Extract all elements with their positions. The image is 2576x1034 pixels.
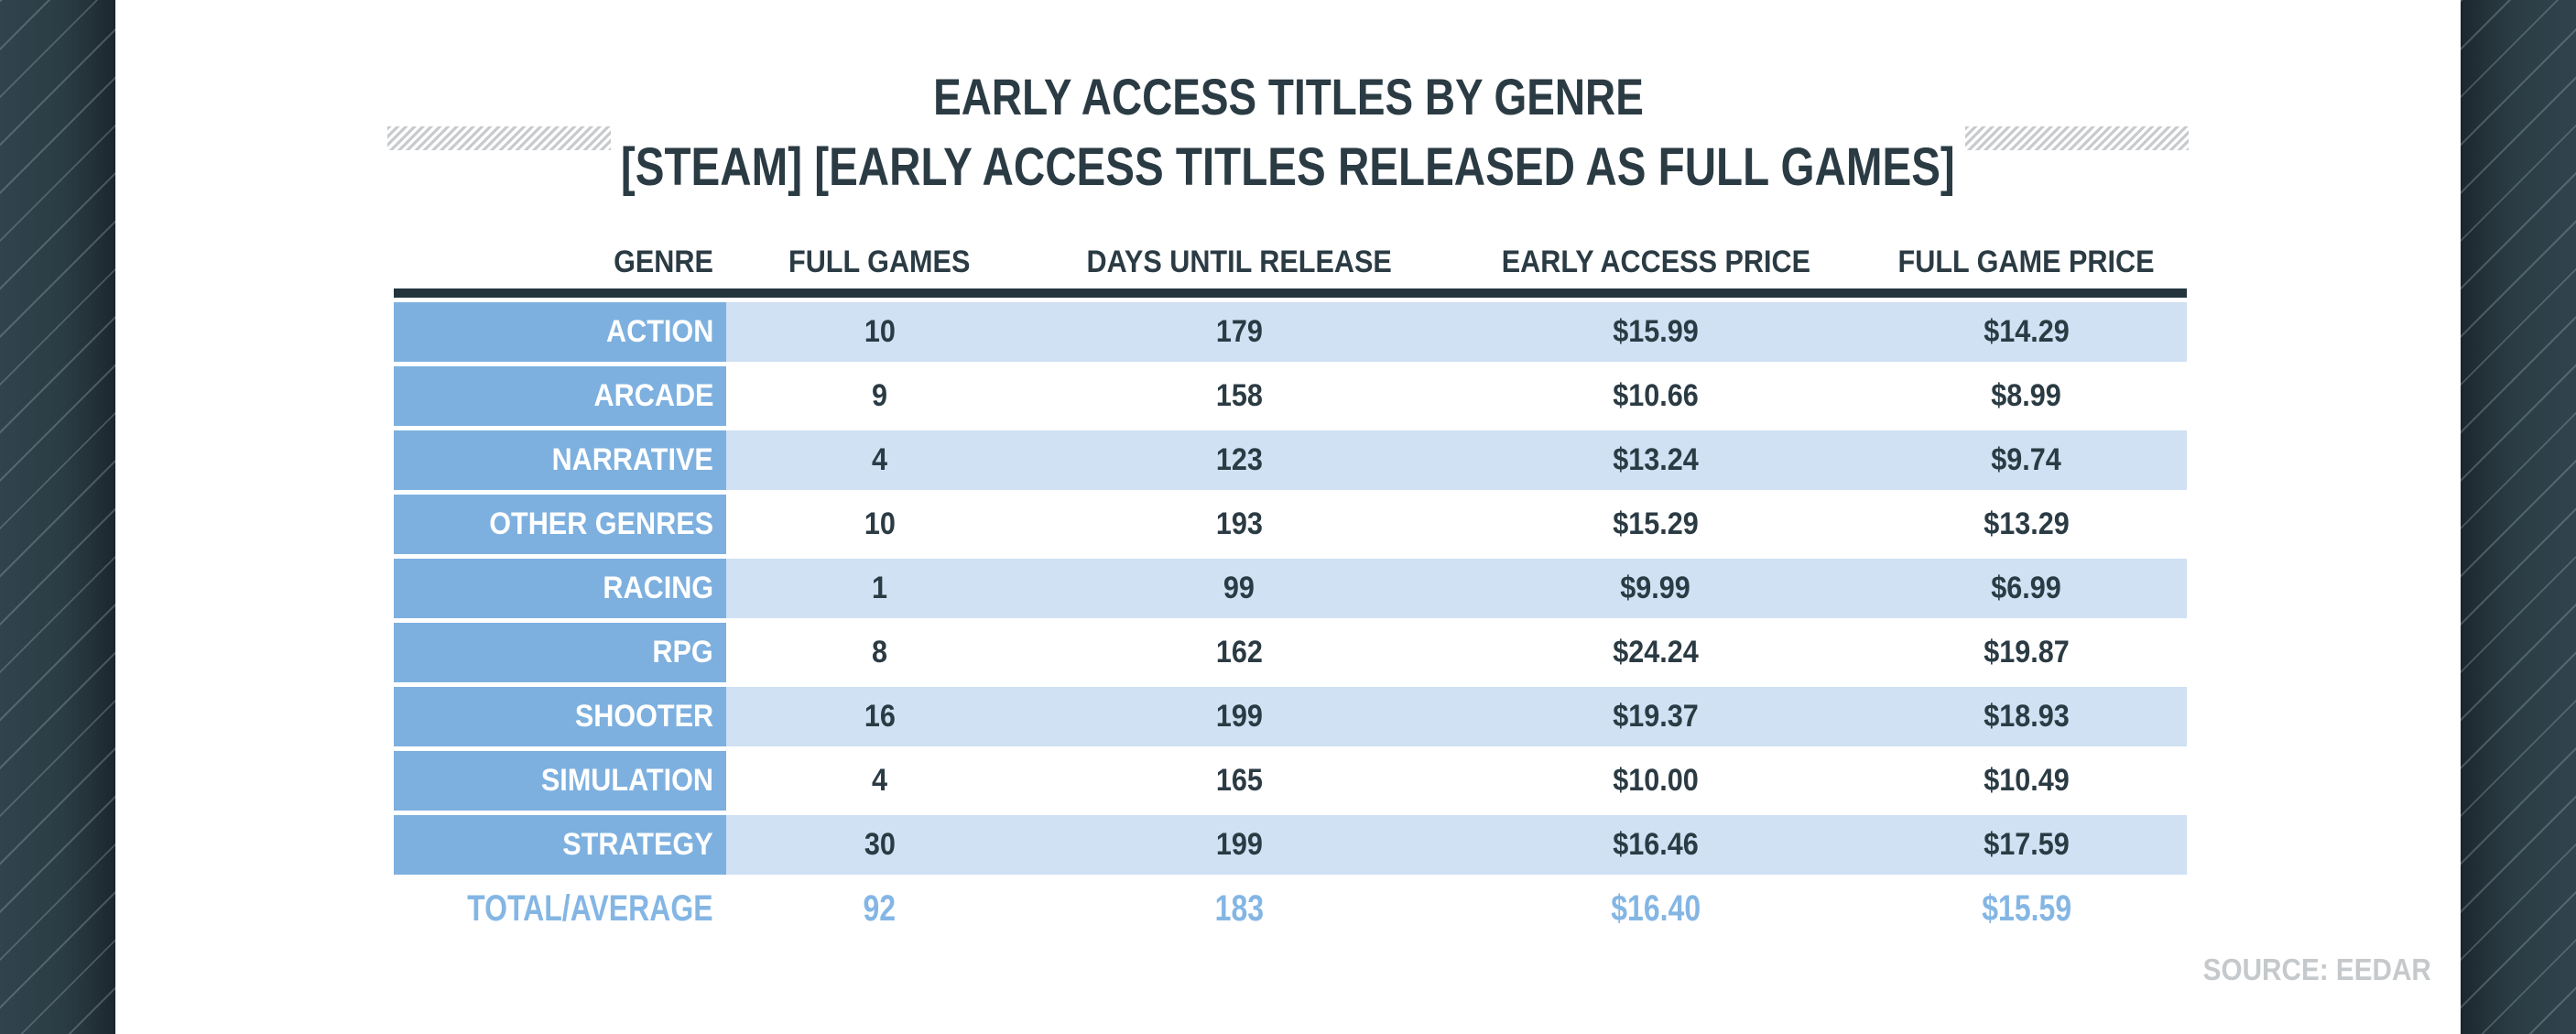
table-header-row: GENRE FULL GAMES DAYS UNTIL RELEASE EARL…: [394, 236, 2187, 288]
table-row-total-average: TOTAL/AVERAGE 92 183 $16.40 $15.59: [394, 879, 2187, 939]
page-subtitle: [STEAM] [EARLY ACCESS TITLES RELEASED AS…: [115, 141, 2461, 194]
days-until-release-cell: 165: [1215, 763, 1263, 798]
left-hatch-ribbon: [387, 126, 611, 150]
source-attribution: SOURCE: EEDAR: [2178, 954, 2431, 985]
total-early-access-price-cell: $16.40: [1611, 888, 1701, 929]
early-access-price-cell: $10.00: [1613, 763, 1699, 798]
full-games-cell: 16: [864, 699, 896, 734]
right-hatch-ribbon: [1965, 126, 2189, 150]
early-access-price-cell: $13.24: [1613, 442, 1699, 477]
source-attribution-text: SOURCE: EEDAR: [2202, 952, 2431, 986]
table-row-simulation: SIMULATION 4 165 $10.00 $10.49: [394, 751, 2187, 811]
genre-cell: ARCADE: [394, 366, 726, 426]
days-until-release-cell: 162: [1215, 635, 1263, 669]
days-until-release-cell: 199: [1215, 827, 1263, 862]
left-hatched-border: [0, 0, 115, 1034]
genre-cell: NARRATIVE: [394, 430, 726, 490]
genre-cell: RACING: [394, 559, 726, 618]
table-row-action: ACTION 10 179 $15.99 $14.29: [394, 302, 2187, 362]
days-until-release-cell: 193: [1215, 506, 1263, 541]
genre-cell: STRATEGY: [394, 815, 726, 875]
genre-cell: SHOOTER: [394, 687, 726, 746]
full-games-cell: 8: [871, 635, 888, 669]
header-divider-rule: [394, 288, 2187, 298]
table-row-rpg: RPG 8 162 $24.24 $19.87: [394, 623, 2187, 682]
days-until-release-cell: 158: [1215, 378, 1263, 413]
genre-cell: RPG: [394, 623, 726, 682]
full-game-price-cell: $10.49: [1984, 763, 2070, 798]
full-game-price-cell: $19.87: [1984, 635, 2070, 669]
days-until-release-cell: 123: [1215, 442, 1263, 477]
genre-cell: OTHER GENRES: [394, 495, 726, 554]
column-header-full-game-price: FULL GAME PRICE: [1898, 245, 2155, 279]
page-title: EARLY ACCESS TITLES BY GENRE: [115, 71, 2461, 123]
total-full-game-price-cell: $15.59: [1982, 888, 2071, 929]
early-access-price-cell: $19.37: [1613, 699, 1699, 734]
full-games-cell: 4: [871, 442, 888, 477]
full-games-cell: 30: [864, 827, 896, 862]
early-access-price-cell: $15.29: [1613, 506, 1699, 541]
column-header-early-access-price: EARLY ACCESS PRICE: [1501, 245, 1810, 279]
full-game-price-cell: $8.99: [1991, 378, 2062, 413]
table-row-shooter: SHOOTER 16 199 $19.37 $18.93: [394, 687, 2187, 746]
right-hatched-border: [2461, 0, 2576, 1034]
full-game-price-cell: $17.59: [1984, 827, 2070, 862]
days-until-release-cell: 199: [1215, 699, 1263, 734]
page-subtitle-text: [STEAM] [EARLY ACCESS TITLES RELEASED AS…: [621, 137, 1955, 197]
full-game-price-cell: $18.93: [1984, 699, 2070, 734]
genre-cell: SIMULATION: [394, 751, 726, 811]
full-game-price-cell: $13.29: [1984, 506, 2070, 541]
page-title-text: EARLY ACCESS TITLES BY GENRE: [932, 68, 1644, 125]
column-header-genre: GENRE: [614, 245, 713, 279]
total-days-until-release-cell: 183: [1214, 888, 1264, 929]
table-row-racing: RACING 1 99 $9.99 $6.99: [394, 559, 2187, 618]
full-game-price-cell: $6.99: [1991, 571, 2062, 605]
table-row-narrative: NARRATIVE 4 123 $13.24 $9.74: [394, 430, 2187, 490]
full-games-cell: 10: [864, 314, 896, 349]
column-header-full-games: FULL GAMES: [788, 245, 971, 279]
full-games-cell: 1: [871, 571, 888, 605]
table-row-other-genres: OTHER GENRES 10 193 $15.29 $13.29: [394, 495, 2187, 554]
genre-cell: ACTION: [394, 302, 726, 362]
full-game-price-cell: $9.74: [1991, 442, 2062, 477]
genre-data-table: GENRE FULL GAMES DAYS UNTIL RELEASE EARL…: [394, 236, 2187, 939]
early-access-price-cell: $9.99: [1620, 571, 1691, 605]
early-access-price-cell: $15.99: [1613, 314, 1699, 349]
early-access-price-cell: $24.24: [1613, 635, 1699, 669]
days-until-release-cell: 99: [1223, 571, 1255, 605]
full-games-cell: 4: [871, 763, 888, 798]
early-access-price-cell: $16.46: [1613, 827, 1699, 862]
full-games-cell: 10: [864, 506, 896, 541]
table-row-arcade: ARCADE 9 158 $10.66 $8.99: [394, 366, 2187, 426]
early-access-price-cell: $10.66: [1613, 378, 1699, 413]
table-row-strategy: STRATEGY 30 199 $16.46 $17.59: [394, 815, 2187, 875]
full-games-cell: 9: [871, 378, 888, 413]
table-body: ACTION 10 179 $15.99 $14.29 ARCADE 9 158…: [394, 302, 2187, 939]
days-until-release-cell: 179: [1215, 314, 1263, 349]
total-label-cell: TOTAL/AVERAGE: [467, 888, 713, 929]
column-header-days-until-release: DAYS UNTIL RELEASE: [1086, 245, 1392, 279]
full-game-price-cell: $14.29: [1984, 314, 2070, 349]
total-full-games-cell: 92: [863, 888, 897, 929]
